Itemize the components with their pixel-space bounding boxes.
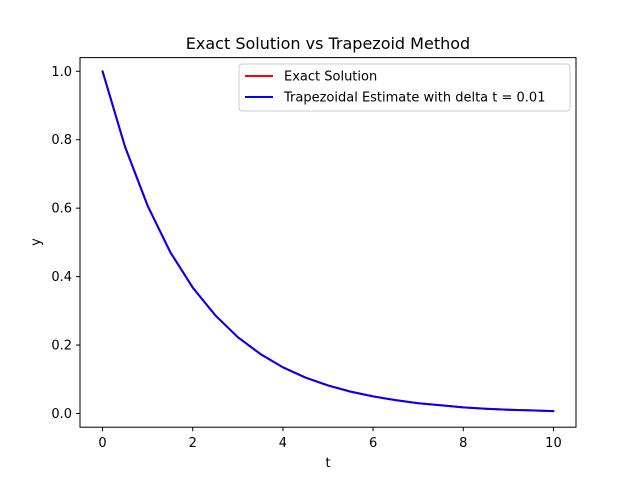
legend-label-trapezoidal-estimate: Trapezoidal Estimate with delta t = 0.01 xyxy=(283,91,545,106)
y-tick-label: 0.0 xyxy=(51,407,72,422)
y-tick-label: 0.2 xyxy=(51,339,72,354)
x-tick-label: 10 xyxy=(545,436,562,451)
y-tick-label: 0.4 xyxy=(51,270,72,285)
x-tick-label: 6 xyxy=(369,436,377,451)
y-tick-label: 1.0 xyxy=(51,65,72,80)
x-tick-label: 4 xyxy=(279,436,287,451)
y-tick-label: 0.8 xyxy=(51,133,72,148)
x-tick-label: 2 xyxy=(189,436,197,451)
y-axis-label: y xyxy=(29,238,44,246)
x-axis-label: t xyxy=(325,456,330,471)
legend-label-exact-solution: Exact Solution xyxy=(284,70,377,85)
chart-title: Exact Solution vs Trapezoid Method xyxy=(186,34,470,53)
y-tick-label: 0.6 xyxy=(51,202,72,217)
x-tick-label: 8 xyxy=(459,436,467,451)
legend: Exact Solution Trapezoidal Estimate with… xyxy=(239,64,570,111)
x-tick-label: 0 xyxy=(98,436,106,451)
